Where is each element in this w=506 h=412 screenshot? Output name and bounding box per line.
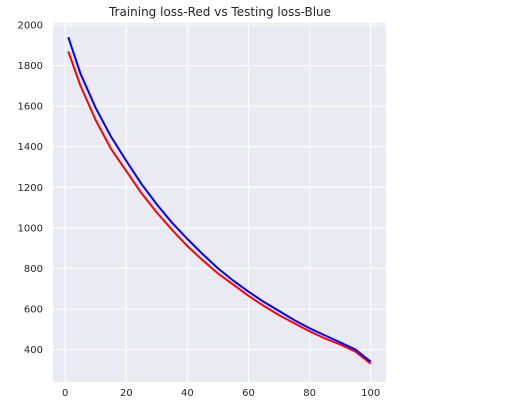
grid-lines (53, 23, 386, 382)
y-tick-label: 1200 (18, 183, 43, 194)
y-tick-label: 2000 (18, 21, 43, 32)
series-line-2 (67, 36, 372, 363)
series-line-1 (67, 51, 372, 365)
x-tick-label: 0 (62, 388, 68, 399)
y-tick-label: 600 (24, 304, 43, 315)
x-tick-label: 20 (120, 388, 133, 399)
series-lines (67, 36, 372, 365)
x-tick-label: 80 (303, 388, 316, 399)
y-tick-label: 400 (24, 345, 43, 356)
y-tick-label: 1400 (18, 142, 43, 153)
y-tick-label: 800 (24, 264, 43, 275)
x-tick-label: 60 (242, 388, 255, 399)
y-axis-ticks: 400 600 800 1000 1200 1400 1600 1800 2000 (18, 21, 43, 357)
x-tick-label: 100 (361, 388, 380, 399)
chart-title: Training loss-Red vs Testing loss-Blue (108, 5, 331, 19)
plot-area (53, 23, 386, 382)
y-tick-label: 1600 (18, 102, 43, 113)
y-tick-label: 1800 (18, 61, 43, 72)
y-tick-label: 1000 (18, 223, 43, 234)
x-tick-label: 40 (181, 388, 194, 399)
x-axis-ticks: 0 20 40 60 80 100 (62, 388, 380, 399)
